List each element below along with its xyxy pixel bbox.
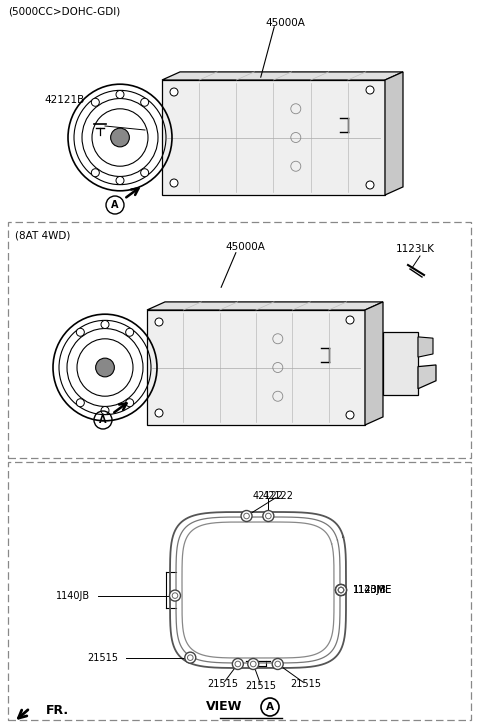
Text: 45000A: 45000A [225, 242, 265, 252]
Polygon shape [385, 72, 403, 195]
Circle shape [101, 321, 109, 329]
Text: A: A [99, 415, 107, 425]
Circle shape [366, 181, 374, 189]
Text: (8AT 4WD): (8AT 4WD) [15, 230, 70, 240]
Polygon shape [418, 337, 433, 357]
Polygon shape [162, 72, 403, 80]
Circle shape [101, 406, 109, 414]
Text: 42122: 42122 [253, 491, 284, 501]
Circle shape [335, 585, 346, 595]
Circle shape [155, 318, 163, 326]
Text: VIEW: VIEW [205, 701, 242, 713]
Bar [8, 462, 471, 720]
Circle shape [185, 652, 196, 663]
Circle shape [155, 409, 163, 417]
Polygon shape [418, 365, 436, 389]
Circle shape [366, 86, 374, 94]
Circle shape [141, 98, 148, 106]
Circle shape [263, 510, 274, 521]
Text: 1123LK: 1123LK [396, 244, 434, 254]
Bar [162, 80, 385, 195]
Circle shape [170, 590, 181, 601]
Text: (5000CC>DOHC-GDI): (5000CC>DOHC-GDI) [8, 6, 120, 16]
Text: FR.: FR. [46, 704, 69, 717]
Circle shape [232, 659, 243, 670]
Circle shape [346, 411, 354, 419]
Circle shape [96, 358, 114, 377]
Text: 21515: 21515 [246, 681, 277, 691]
Polygon shape [365, 302, 383, 425]
Text: 45000A: 45000A [265, 18, 305, 28]
Circle shape [170, 88, 178, 96]
Circle shape [241, 510, 252, 521]
Text: 42122: 42122 [263, 491, 294, 501]
Bar [147, 310, 365, 425]
Text: 1123ME: 1123ME [353, 585, 392, 595]
Circle shape [116, 90, 124, 98]
Circle shape [335, 585, 346, 595]
Text: 42121B: 42121B [45, 95, 85, 105]
Circle shape [272, 659, 283, 670]
Bar [8, 222, 471, 458]
Polygon shape [383, 332, 418, 395]
Circle shape [248, 659, 259, 670]
Circle shape [111, 128, 129, 147]
Circle shape [346, 316, 354, 324]
Text: 1140JB: 1140JB [353, 585, 387, 595]
Text: 1123ME: 1123ME [353, 585, 392, 595]
Circle shape [141, 169, 148, 177]
Circle shape [76, 329, 84, 337]
Circle shape [116, 177, 124, 185]
Circle shape [91, 98, 99, 106]
Circle shape [76, 398, 84, 406]
Circle shape [125, 398, 134, 406]
Circle shape [335, 585, 346, 595]
Circle shape [91, 169, 99, 177]
Polygon shape [147, 302, 383, 310]
Circle shape [125, 329, 134, 337]
Circle shape [170, 179, 178, 187]
Text: 21515: 21515 [290, 679, 321, 689]
Text: A: A [111, 200, 119, 210]
Text: 21515: 21515 [207, 679, 239, 689]
Text: A: A [266, 702, 274, 712]
Text: 1140JB: 1140JB [56, 590, 90, 601]
Text: 21515: 21515 [87, 653, 118, 662]
